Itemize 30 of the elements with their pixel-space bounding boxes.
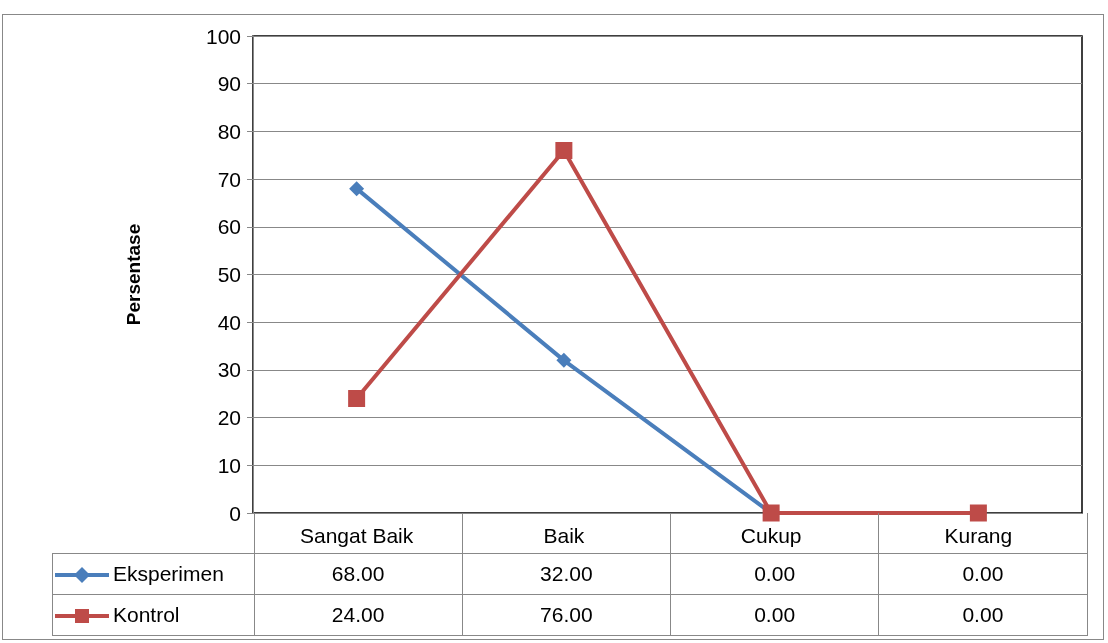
point: [556, 352, 572, 368]
x-tick-label: Kurang: [944, 524, 1013, 547]
data-label: 32.00: [462, 553, 671, 595]
data-label: 68.00: [254, 553, 463, 595]
y-tick-label: 20: [217, 406, 241, 430]
y-axis-title: Persentase: [123, 223, 144, 326]
y-tick-label: 80: [217, 119, 241, 143]
point: [348, 390, 366, 408]
y-tick-label: 0: [229, 501, 241, 525]
y-tick-label: 10: [217, 453, 241, 477]
point: [555, 141, 573, 159]
data-label: 0.00: [670, 553, 879, 595]
legend-label: Eksperimen: [113, 561, 224, 585]
y-tick-label: 70: [217, 167, 241, 191]
x-tick-label: Sangat Baik: [300, 524, 414, 547]
data-label: 0.00: [670, 594, 879, 636]
y-tick-label: 60: [217, 215, 241, 239]
y-tick-label: 90: [217, 72, 241, 96]
y-tick-label: 40: [217, 310, 241, 334]
legend-label: Kontrol: [113, 602, 180, 626]
x-tick-label: Cukup: [740, 524, 802, 547]
data-label: 24.00: [254, 594, 463, 636]
data-label: 0.00: [878, 553, 1087, 595]
data-label: 0.00: [878, 594, 1087, 636]
y-tick-label: 30: [217, 358, 241, 382]
data-label: 76.00: [462, 594, 671, 636]
x-tick-label: Baik: [543, 524, 585, 547]
y-tick-label: 50: [217, 263, 241, 286]
y-tick-label: 100: [205, 24, 241, 48]
point: [349, 181, 365, 197]
